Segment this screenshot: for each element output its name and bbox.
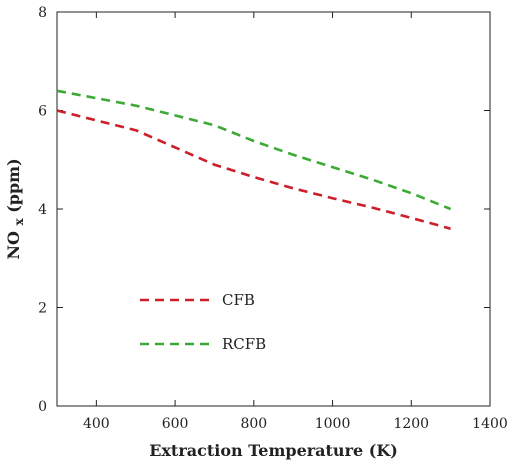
y-tick-label: 2 [38, 301, 47, 317]
x-tick-label: 1400 [472, 416, 508, 432]
x-tick-label: 800 [240, 416, 267, 432]
x-axis-ticks: 400 600 800 1000 1200 1400 [83, 12, 508, 432]
series-line-rcfb [56, 89, 452, 211]
y-axis-title-subscript: x [12, 218, 26, 226]
series-line-cfb [56, 109, 451, 230]
legend: CFB RCFB [140, 291, 266, 353]
y-tick-label: 4 [38, 202, 47, 218]
x-tick-label: 1000 [315, 416, 351, 432]
x-tick-label: 1200 [393, 416, 429, 432]
y-axis-title-main: NO [4, 231, 23, 260]
y-axis-title-unit: (ppm) [4, 158, 23, 212]
y-tick-label: 8 [38, 5, 47, 21]
series-lines [56, 89, 452, 230]
plot-area-frame [56, 11, 491, 407]
y-tick-label: 6 [38, 104, 47, 120]
x-axis-title: Extraction Temperature (K) [149, 441, 398, 460]
y-axis-title: NO x (ppm) [4, 158, 27, 259]
y-axis-ticks: 0 2 4 6 8 [38, 5, 490, 415]
y-tick-label: 0 [38, 399, 47, 415]
x-tick-label: 600 [162, 416, 189, 432]
legend-label-rcfb: RCFB [222, 335, 266, 353]
x-tick-label: 400 [83, 416, 110, 432]
legend-label-cfb: CFB [222, 291, 255, 309]
